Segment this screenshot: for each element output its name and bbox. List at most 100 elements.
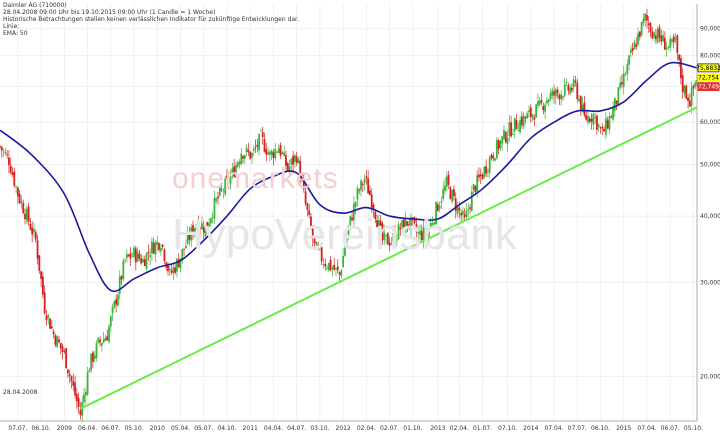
candle-body bbox=[47, 315, 50, 318]
candle-body bbox=[147, 252, 150, 254]
candle-body bbox=[442, 188, 445, 199]
candle-body bbox=[84, 392, 87, 396]
candle-body bbox=[299, 160, 302, 182]
candle-body bbox=[549, 93, 552, 100]
candle-body bbox=[59, 342, 62, 349]
candle-body bbox=[242, 155, 244, 159]
candle-body bbox=[124, 259, 127, 261]
candle-body bbox=[428, 229, 430, 238]
candle-body bbox=[608, 116, 611, 130]
candle-body bbox=[374, 211, 377, 219]
candle-body bbox=[615, 100, 618, 104]
candle-body bbox=[186, 233, 189, 244]
candle-body bbox=[4, 152, 7, 154]
candle-body bbox=[399, 227, 402, 230]
value-boxes: 75,8832 72,754 72,749 bbox=[696, 63, 720, 92]
candle-body bbox=[495, 139, 498, 159]
candle-body bbox=[542, 105, 545, 111]
candle-body bbox=[665, 47, 668, 50]
candle-body bbox=[25, 208, 28, 221]
candle-body bbox=[41, 276, 44, 295]
candle-body bbox=[576, 82, 579, 100]
candle-body bbox=[370, 194, 373, 208]
candle-body bbox=[476, 175, 479, 192]
candle-body bbox=[340, 270, 343, 276]
candle-body bbox=[483, 166, 486, 177]
candle-body bbox=[401, 220, 404, 228]
candle-body bbox=[168, 268, 171, 270]
candle-body bbox=[651, 31, 654, 39]
candle-body bbox=[694, 82, 697, 87]
candle-body bbox=[583, 102, 586, 116]
candle-body bbox=[622, 73, 625, 87]
candle-body bbox=[438, 205, 441, 209]
candle-body bbox=[474, 186, 477, 193]
candle-body bbox=[469, 207, 471, 209]
candle-body bbox=[404, 219, 407, 233]
candle-body bbox=[260, 130, 262, 132]
candle-body bbox=[120, 276, 123, 280]
ema-layer bbox=[0, 61, 698, 293]
date-range: 28.04.2008 09:00 Uhr bis 19.10.2015 09:0… bbox=[3, 9, 216, 16]
candle-body bbox=[58, 339, 60, 343]
candle-body bbox=[545, 100, 548, 104]
candle-body bbox=[95, 343, 98, 358]
candle-body bbox=[644, 13, 647, 21]
candle-body bbox=[134, 248, 137, 263]
candle-body bbox=[231, 168, 234, 175]
candle-body bbox=[152, 242, 155, 254]
candle-body bbox=[0, 146, 1, 147]
candle-body bbox=[208, 223, 210, 227]
candle-body bbox=[268, 151, 271, 155]
candle-body bbox=[27, 206, 30, 222]
candle-body bbox=[392, 232, 395, 242]
value-box bbox=[697, 82, 720, 92]
candle-body bbox=[444, 185, 446, 191]
candle-body bbox=[352, 203, 355, 221]
candle-body bbox=[313, 235, 316, 244]
candle-body bbox=[20, 201, 23, 204]
candle-body bbox=[226, 175, 228, 178]
candle-body bbox=[24, 213, 26, 220]
candle-body bbox=[431, 223, 434, 226]
candle-body bbox=[163, 249, 166, 262]
candle-body bbox=[138, 253, 141, 259]
candle-body bbox=[386, 233, 389, 245]
candle-body bbox=[617, 87, 620, 105]
candle-body bbox=[256, 144, 259, 147]
candle-body bbox=[290, 158, 293, 165]
candle-body bbox=[458, 207, 461, 211]
candle-body bbox=[674, 38, 677, 40]
candle-body bbox=[529, 107, 532, 117]
y-tick-label: 90,000 bbox=[700, 25, 720, 32]
candle-body bbox=[306, 203, 309, 210]
candle-body bbox=[688, 100, 691, 107]
candle-body bbox=[285, 155, 287, 166]
candle-body bbox=[453, 189, 455, 197]
candle-body bbox=[136, 251, 139, 262]
candle-body bbox=[336, 266, 339, 271]
candle-body bbox=[685, 85, 688, 99]
candle-body bbox=[6, 154, 9, 156]
candle-body bbox=[578, 98, 580, 101]
trendline-layer bbox=[79, 106, 698, 410]
candle-body bbox=[115, 299, 118, 305]
candle-body bbox=[331, 268, 334, 269]
candle-body bbox=[218, 187, 221, 196]
candle-body bbox=[604, 118, 607, 135]
candle-body bbox=[45, 315, 48, 321]
candle-body bbox=[254, 146, 257, 148]
candle-body bbox=[311, 228, 314, 239]
candle-body bbox=[488, 157, 491, 174]
candle-body bbox=[646, 14, 648, 21]
x-tick-label: 01.10. bbox=[403, 425, 422, 432]
candle-body bbox=[356, 188, 359, 200]
x-tick-label: 2014 bbox=[523, 425, 538, 432]
candle-body bbox=[267, 152, 269, 155]
x-tick-label: 05.10. bbox=[124, 425, 143, 432]
candle-body bbox=[9, 165, 12, 173]
candle-body bbox=[494, 158, 496, 161]
candle-body bbox=[408, 224, 411, 226]
candle-body bbox=[113, 300, 116, 308]
candle-body bbox=[56, 336, 59, 348]
